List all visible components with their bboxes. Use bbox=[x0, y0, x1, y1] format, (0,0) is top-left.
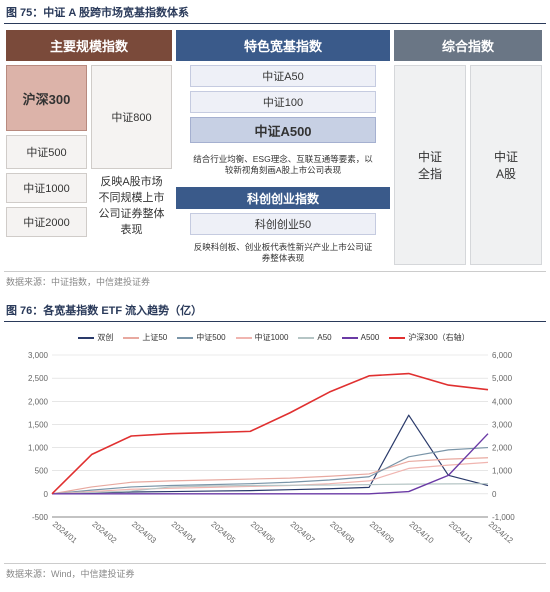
svg-text:500: 500 bbox=[35, 467, 49, 476]
legend-label: 沪深300（右轴） bbox=[408, 332, 469, 343]
legend-item: 沪深300（右轴） bbox=[389, 332, 469, 343]
index-cell: 中证 全指 bbox=[394, 65, 466, 265]
chart-svg: -500 0 500 1,000 1,500 2,000 2,500 3,000 -1,000 0… bbox=[6, 347, 534, 557]
featured-cells: 中证A50 中证100 中证A500 结合行业均衡、ESG理念、互联互通等要素，以较新… bbox=[176, 65, 390, 183]
svg-text:2024/08: 2024/08 bbox=[328, 520, 356, 546]
legend-item: 中证500 bbox=[177, 332, 225, 343]
legend-swatch bbox=[389, 337, 405, 339]
figure-76-title: 图 76：各宽基指数 ETF 流入趋势（亿） bbox=[4, 298, 546, 322]
svg-text:2024/03: 2024/03 bbox=[130, 520, 158, 546]
svg-text:6,000: 6,000 bbox=[492, 351, 513, 360]
legend-swatch bbox=[177, 337, 193, 339]
svg-text:2024/09: 2024/09 bbox=[368, 520, 396, 546]
index-cell: 中证A500 bbox=[190, 117, 376, 143]
svg-text:1,000: 1,000 bbox=[492, 467, 513, 476]
svg-text:1,000: 1,000 bbox=[28, 444, 49, 453]
legend-label: 中证1000 bbox=[255, 332, 289, 343]
svg-text:2024/04: 2024/04 bbox=[170, 520, 198, 546]
comprehensive-header: 综合指数 bbox=[394, 30, 542, 61]
svg-text:-1,000: -1,000 bbox=[492, 513, 515, 522]
svg-text:2,500: 2,500 bbox=[28, 374, 49, 383]
svg-text:2024/06: 2024/06 bbox=[249, 520, 277, 546]
col-comprehensive: 综合指数 中证 全指中证 A股 bbox=[394, 30, 542, 267]
scale-right-cells: 中证800反映A股市场不同规模上市公司证券整体表现 bbox=[91, 65, 172, 237]
index-cell: 中证1000 bbox=[6, 173, 87, 203]
desc-cell: 结合行业均衡、ESG理念、互联互通等要素，以较新视角刻画A股上市公司表现 bbox=[190, 147, 376, 183]
legend-item: A500 bbox=[342, 332, 380, 343]
etf-flow-chart: 双创 上证50 中证500 中证1000 A50 A500 沪深300（右轴） -500 0 5… bbox=[4, 328, 546, 559]
desc-cell: 反映科创板、创业板代表性新兴产业上市公司证券整体表现 bbox=[190, 239, 376, 267]
svg-text:5,000: 5,000 bbox=[492, 374, 513, 383]
index-cell: 中证800 bbox=[91, 65, 172, 169]
svg-text:-500: -500 bbox=[32, 513, 49, 522]
legend-label: 上证50 bbox=[142, 332, 167, 343]
index-cell: 反映A股市场不同规模上市公司证券整体表现 bbox=[91, 173, 172, 237]
legend-item: A50 bbox=[298, 332, 331, 343]
svg-text:2024/01: 2024/01 bbox=[51, 520, 79, 546]
legend-item: 上证50 bbox=[123, 332, 167, 343]
featured-header: 特色宽基指数 bbox=[176, 30, 390, 61]
scale-left-cells: 沪深300 中证500 中证1000 中证2000 bbox=[6, 65, 87, 237]
legend-label: 中证500 bbox=[196, 332, 225, 343]
legend-label: A500 bbox=[361, 333, 380, 342]
legend-swatch bbox=[123, 337, 139, 339]
svg-text:2,000: 2,000 bbox=[28, 397, 49, 406]
index-cell: 中证A50 bbox=[190, 65, 376, 87]
legend-swatch bbox=[236, 337, 252, 339]
col-featured: 特色宽基指数 中证A50 中证100 中证A500 结合行业均衡、ESG理念、互联互通… bbox=[176, 30, 390, 267]
index-cell: 科创创业50 bbox=[190, 213, 376, 235]
svg-text:3,000: 3,000 bbox=[492, 420, 513, 429]
index-cell: 中证100 bbox=[190, 91, 376, 113]
legend-item: 双创 bbox=[78, 332, 113, 343]
index-cell: 中证500 bbox=[6, 135, 87, 169]
figure-75-source: 数据来源：中证指数，中信建投证券 bbox=[4, 271, 546, 294]
legend-swatch bbox=[78, 337, 94, 339]
index-cell: 中证2000 bbox=[6, 207, 87, 237]
svg-text:0: 0 bbox=[492, 490, 497, 499]
legend-item: 中证1000 bbox=[236, 332, 289, 343]
svg-text:2,000: 2,000 bbox=[492, 444, 513, 453]
svg-text:2024/11: 2024/11 bbox=[447, 520, 475, 545]
chart-legend: 双创 上证50 中证500 中证1000 A50 A500 沪深300（右轴） bbox=[6, 330, 542, 347]
svg-text:0: 0 bbox=[44, 490, 49, 499]
svg-text:4,000: 4,000 bbox=[492, 397, 513, 406]
svg-text:2024/12: 2024/12 bbox=[487, 520, 515, 546]
legend-swatch bbox=[298, 337, 314, 339]
startup-cells: 科创创业50 反映科创板、创业板代表性新兴产业上市公司证券整体表现 bbox=[176, 213, 390, 267]
legend-label: 双创 bbox=[97, 332, 113, 343]
legend-swatch bbox=[342, 337, 358, 339]
figure-76-source: 数据来源：Wind，中信建投证券 bbox=[4, 563, 546, 586]
comprehensive-cells: 中证 全指中证 A股 bbox=[394, 65, 542, 267]
index-cell: 沪深300 bbox=[6, 65, 87, 131]
col-scale: 主要规模指数 沪深300 中证500 中证1000 中证2000 中证800反映A股市… bbox=[6, 30, 172, 267]
svg-text:2024/02: 2024/02 bbox=[90, 520, 118, 546]
figure-75-title: 图 75：中证 A 股跨市场宽基指数体系 bbox=[4, 0, 546, 24]
scale-header: 主要规模指数 bbox=[6, 30, 172, 61]
svg-text:2024/10: 2024/10 bbox=[407, 520, 435, 546]
svg-text:2024/05: 2024/05 bbox=[209, 520, 237, 546]
svg-text:2024/07: 2024/07 bbox=[289, 520, 317, 546]
figure-75: 图 75：中证 A 股跨市场宽基指数体系 主要规模指数 沪深300中证500中证… bbox=[0, 0, 550, 298]
svg-text:1,500: 1,500 bbox=[28, 420, 49, 429]
legend-label: A50 bbox=[317, 333, 331, 342]
startup-header: 科创创业指数 bbox=[176, 187, 390, 209]
index-cell: 中证 A股 bbox=[470, 65, 542, 265]
index-system-diagram: 主要规模指数 沪深300 中证500 中证1000 中证2000 中证800反映A股市… bbox=[4, 30, 546, 267]
figure-76: 图 76：各宽基指数 ETF 流入趋势（亿） 双创 上证50 中证500 中证1000… bbox=[0, 298, 550, 590]
svg-text:3,000: 3,000 bbox=[28, 351, 49, 360]
